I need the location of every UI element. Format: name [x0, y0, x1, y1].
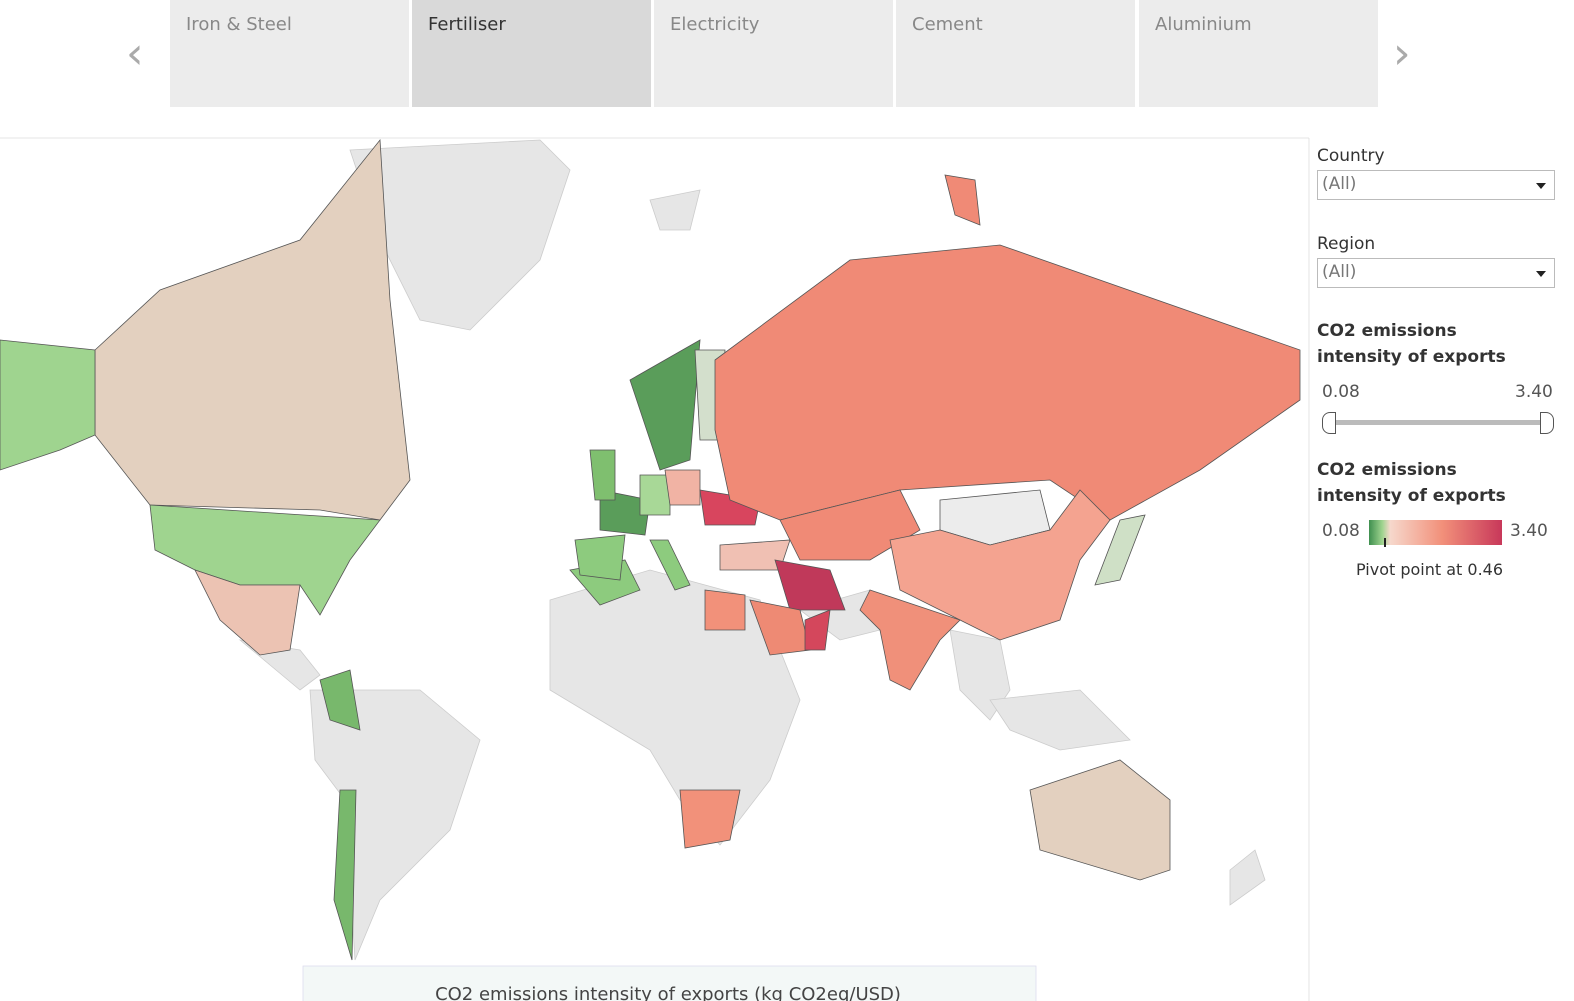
- legend-max: 3.40: [1510, 521, 1548, 541]
- tab[interactable]: Cement: [896, 0, 1135, 107]
- countries: [0, 138, 1301, 961]
- country-filter: Country (All): [1317, 146, 1562, 200]
- tab[interactable]: Aluminium: [1139, 0, 1378, 107]
- legend-gradient: [1369, 520, 1502, 545]
- tab[interactable]: Fertiliser: [412, 0, 651, 107]
- slider-track: [1330, 420, 1546, 425]
- slider-filter: CO2 emissions intensity of exports: [1317, 318, 1562, 370]
- map: CO2 emissions intensity of exports (kg C…: [0, 137, 1310, 1001]
- filter-label: Country: [1317, 146, 1385, 166]
- slider-handle[interactable]: [1540, 412, 1554, 434]
- caption-box: [302, 965, 1037, 1001]
- slider-min: 0.08: [1322, 382, 1360, 402]
- pivot-tick: [1384, 538, 1386, 547]
- slider-max: 3.40: [1515, 382, 1553, 402]
- slider-handle[interactable]: [1322, 412, 1336, 434]
- color-legend: CO2 emissions intensity of exports: [1317, 457, 1562, 509]
- dropdown[interactable]: (All): [1317, 170, 1555, 200]
- map-caption: CO2 emissions intensity of exports (kg C…: [435, 984, 901, 1001]
- tab[interactable]: Electricity: [654, 0, 893, 107]
- dropdown[interactable]: (All): [1317, 258, 1555, 288]
- legend-title: CO2 emissions intensity of exports: [1317, 460, 1506, 506]
- tab[interactable]: Iron & Steel: [170, 0, 409, 107]
- region-filter: Region (All): [1317, 234, 1562, 288]
- slider-title: CO2 emissions intensity of exports: [1317, 321, 1506, 367]
- next-arrow[interactable]: ›: [1393, 28, 1411, 79]
- legend-min: 0.08: [1322, 521, 1360, 541]
- filter-label: Region: [1317, 234, 1376, 254]
- legend-note: Pivot point at 0.46: [1356, 560, 1504, 579]
- prev-arrow[interactable]: ‹: [126, 28, 144, 79]
